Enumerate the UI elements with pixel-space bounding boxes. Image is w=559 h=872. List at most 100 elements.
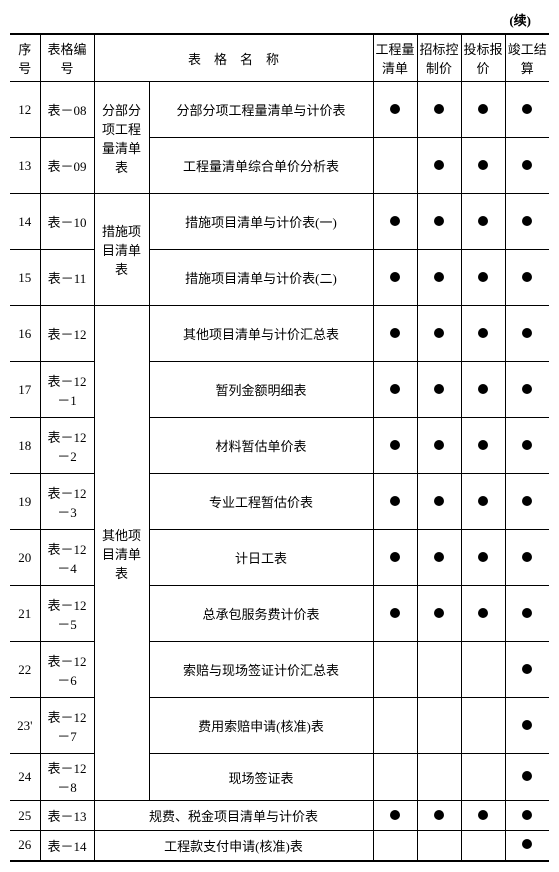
mark-cell [461,530,505,586]
bullet-icon [522,272,532,282]
mark-cell [505,306,549,362]
mark-cell [505,474,549,530]
bullet-icon [434,328,444,338]
bullet-icon [522,608,532,618]
bullet-icon [522,440,532,450]
cell-name: 工程量清单综合单价分析表 [149,138,373,194]
table-row: 26表－14工程款支付申请(核准)表 [10,831,549,861]
cell-code: 表－12－1 [40,362,94,418]
forms-table: 序号 表格编号 表 格 名 称 工程量清单 招标控制价 投标报价 竣工结算 12… [10,33,549,862]
mark-cell [505,530,549,586]
bullet-icon [434,104,444,114]
mark-cell [417,801,461,831]
cell-seq: 13 [10,138,40,194]
mark-cell [373,831,417,861]
bullet-icon [478,328,488,338]
bullet-icon [434,216,444,226]
cell-name: 工程款支付申请(核准)表 [94,831,373,861]
table-row: 24表－12－8现场签证表 [10,754,549,801]
bullet-icon [434,272,444,282]
cell-code: 表－12－3 [40,474,94,530]
mark-cell [505,418,549,474]
bullet-icon [390,328,400,338]
cell-code: 表－10 [40,194,94,250]
bullet-icon [522,552,532,562]
mark-cell [461,82,505,138]
bullet-icon [522,664,532,674]
mark-cell [373,586,417,642]
table-row: 16表－12其他项目清单表其他项目清单与计价汇总表 [10,306,549,362]
cell-code: 表－12－4 [40,530,94,586]
mark-cell [505,642,549,698]
bullet-icon [434,384,444,394]
mark-cell [461,831,505,861]
bullet-icon [434,810,444,820]
mark-cell [373,418,417,474]
bullet-icon [522,720,532,730]
cell-name: 总承包服务费计价表 [149,586,373,642]
bullet-icon [390,810,400,820]
mark-cell [505,831,549,861]
mark-cell [417,586,461,642]
cell-code: 表－12－6 [40,642,94,698]
mark-cell [505,250,549,306]
mark-cell [461,586,505,642]
mark-cell [461,194,505,250]
mark-cell [505,362,549,418]
mark-cell [373,698,417,754]
col-m3: 投标报价 [461,34,505,82]
table-row: 17表－12－1暂列金额明细表 [10,362,549,418]
bullet-icon [434,552,444,562]
bullet-icon [522,839,532,849]
cell-name: 其他项目清单与计价汇总表 [149,306,373,362]
bullet-icon [522,216,532,226]
mark-cell [417,82,461,138]
bullet-icon [522,160,532,170]
mark-cell [461,250,505,306]
mark-cell [373,250,417,306]
cell-code: 表－14 [40,831,94,861]
cell-category: 其他项目清单表 [94,306,149,801]
continued-label: (续) [10,10,549,29]
mark-cell [505,801,549,831]
bullet-icon [434,160,444,170]
cell-seq: 12 [10,82,40,138]
mark-cell [505,698,549,754]
mark-cell [505,82,549,138]
cell-seq: 21 [10,586,40,642]
mark-cell [373,82,417,138]
table-row: 20表－12－4计日工表 [10,530,549,586]
cell-seq: 26 [10,831,40,861]
mark-cell [461,138,505,194]
cell-seq: 15 [10,250,40,306]
table-row: 14表－10措施项目清单表措施项目清单与计价表(一) [10,194,549,250]
col-m2: 招标控制价 [417,34,461,82]
cell-code: 表－12－7 [40,698,94,754]
bullet-icon [390,384,400,394]
cell-name: 措施项目清单与计价表(一) [149,194,373,250]
cell-category: 措施项目清单表 [94,194,149,306]
mark-cell [373,362,417,418]
bullet-icon [522,328,532,338]
bullet-icon [478,440,488,450]
cell-name: 暂列金额明细表 [149,362,373,418]
bullet-icon [434,440,444,450]
mark-cell [417,306,461,362]
bullet-icon [478,160,488,170]
mark-cell [417,474,461,530]
cell-seq: 20 [10,530,40,586]
table-row: 15表－11措施项目清单与计价表(二) [10,250,549,306]
table-row: 22表－12－6索赔与现场签证计价汇总表 [10,642,549,698]
cell-category: 分部分项工程量清单表 [94,82,149,194]
bullet-icon [522,810,532,820]
cell-seq: 25 [10,801,40,831]
col-m1: 工程量清单 [373,34,417,82]
cell-name: 专业工程暂估价表 [149,474,373,530]
mark-cell [417,250,461,306]
bullet-icon [390,272,400,282]
cell-name: 费用索赔申请(核准)表 [149,698,373,754]
header-row: 序号 表格编号 表 格 名 称 工程量清单 招标控制价 投标报价 竣工结算 [10,34,549,82]
table-row: 25表－13规费、税金项目清单与计价表 [10,801,549,831]
bullet-icon [478,552,488,562]
cell-seq: 18 [10,418,40,474]
